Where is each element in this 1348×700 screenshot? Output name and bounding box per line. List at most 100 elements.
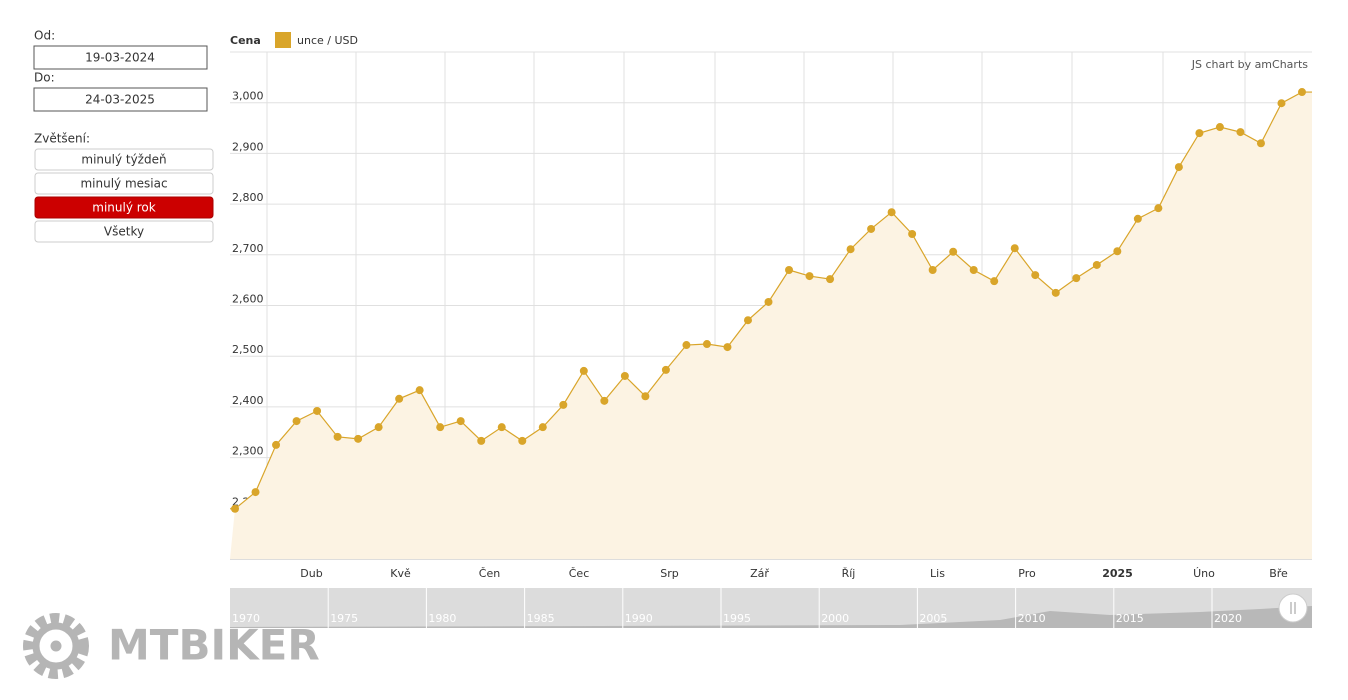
nav-year: 2010	[1018, 612, 1046, 625]
point	[1298, 88, 1306, 97]
y-tick-label: 3,000	[232, 90, 264, 103]
point	[1010, 244, 1019, 253]
point	[990, 277, 999, 286]
point	[661, 365, 670, 374]
point	[1195, 129, 1204, 138]
nav-year: 1970	[232, 612, 260, 625]
point	[702, 340, 711, 349]
to-label: Do:	[34, 71, 55, 85]
point	[1133, 214, 1142, 223]
y-tick-label: 2,500	[232, 343, 264, 356]
x-tick-label: Čen	[479, 567, 500, 580]
x-tick-label: Úno	[1193, 567, 1215, 580]
zoom-button[interactable]	[34, 172, 214, 195]
nav-year: 1980	[428, 612, 456, 625]
point	[682, 341, 691, 350]
point	[415, 386, 424, 395]
point	[1154, 204, 1163, 213]
nav-year: 2020	[1214, 612, 1242, 625]
point	[354, 434, 363, 443]
x-tick-label: Říj	[842, 567, 856, 580]
point	[272, 440, 281, 449]
to-value: 24-03-2025	[85, 93, 155, 107]
zoom-buttons: minulý týždeň minulý mesiac minulý rok Všet…	[34, 148, 214, 243]
point	[1174, 163, 1183, 172]
point	[887, 208, 896, 217]
y-tick-label: 2,600	[232, 293, 264, 306]
nav-year: 2000	[821, 612, 849, 625]
x-tick-label: Bře	[1269, 567, 1288, 580]
y-tick-label: 2,700	[232, 242, 264, 255]
point	[559, 400, 568, 409]
point	[764, 297, 773, 306]
x-tick-label: Zář	[750, 567, 769, 580]
zoom-button[interactable]	[34, 220, 214, 243]
watermark-logo	[23, 613, 89, 679]
navigator: 1970 1975 1980 1985 1990 1995 2000 2005 2010 2015…	[230, 588, 1312, 628]
watermark: MTBIKER	[108, 621, 320, 670]
x-tick-label: 2025	[1102, 567, 1133, 580]
zoom-button[interactable]	[34, 148, 214, 171]
point	[949, 247, 958, 256]
y-tick-label: 2,900	[232, 140, 264, 153]
point	[436, 423, 445, 432]
point	[477, 436, 486, 445]
point	[1215, 123, 1224, 132]
legend-swatch	[275, 32, 291, 48]
scroll-handle[interactable]	[1278, 593, 1308, 623]
nav-year: 2015	[1116, 612, 1144, 625]
x-tick-label: Dub	[300, 567, 322, 580]
point	[333, 432, 342, 441]
point	[785, 266, 794, 275]
zoom-button-label: minulý mesiac	[80, 177, 167, 191]
y-tick-label: 2,800	[232, 191, 264, 204]
x-tick-label: Čec	[569, 567, 590, 580]
zoom-button-label: minulý týždeň	[81, 153, 166, 167]
point	[1277, 99, 1286, 108]
zoom-button-label: Všetky	[104, 225, 144, 239]
point	[579, 366, 588, 375]
nav-year: 1975	[330, 612, 358, 625]
point	[1051, 288, 1060, 297]
point	[805, 272, 814, 281]
legend-label: unce / USD	[297, 34, 358, 47]
from-input[interactable]	[33, 45, 208, 70]
from-value: 19-03-2024	[85, 51, 155, 65]
plot: 2,1002,2002,3002,4002,5002,6002,7002,800…	[230, 51, 1312, 580]
point	[867, 224, 876, 233]
point	[518, 436, 527, 445]
credit: JS chart by amCharts	[1191, 58, 1308, 71]
y-tick-label: 2,400	[232, 394, 264, 407]
point	[1092, 260, 1101, 269]
y-tick-label: 2,300	[232, 445, 264, 458]
point	[928, 266, 937, 275]
point	[600, 396, 609, 405]
zoom-button-label: minulý rok	[92, 201, 155, 215]
navigator-series	[230, 606, 1312, 628]
legend-title: Cena	[230, 34, 261, 47]
logo-gear	[23, 613, 89, 679]
point	[723, 343, 732, 352]
zoom-button[interactable]	[34, 196, 214, 219]
point	[1256, 139, 1265, 148]
point	[1031, 271, 1040, 280]
x-tick-label: Srp	[660, 567, 679, 580]
point	[497, 423, 506, 432]
nav-year: 2005	[919, 612, 947, 625]
point	[395, 394, 404, 403]
zoom-label: Zvětšení:	[34, 132, 90, 146]
point	[538, 423, 547, 432]
x-tick-label: Lis	[930, 567, 945, 580]
point	[969, 266, 978, 275]
legend: unce / USD	[275, 32, 358, 48]
x-tick-label: Pro	[1018, 567, 1036, 580]
nav-year: 1990	[625, 612, 653, 625]
to-input[interactable]	[33, 87, 208, 112]
point	[620, 371, 629, 380]
logo-hub	[50, 640, 62, 652]
point	[743, 316, 752, 325]
point	[1113, 247, 1122, 256]
point	[846, 245, 855, 254]
logo-ring	[32, 622, 80, 670]
